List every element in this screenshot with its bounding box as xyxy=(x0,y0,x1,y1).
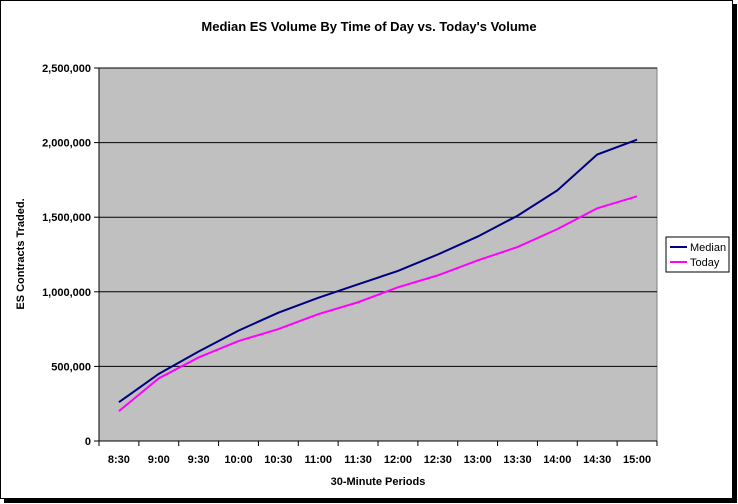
legend: Median Today xyxy=(665,236,730,273)
x-tick-label: 12:30 xyxy=(424,454,452,466)
x-tick-label: 15:00 xyxy=(623,454,651,466)
chart-title: Median ES Volume By Time of Day vs. Toda… xyxy=(201,19,536,34)
x-tick-label: 8:30 xyxy=(108,454,130,466)
y-axis-title: ES Contracts Traded. xyxy=(15,198,27,309)
y-tick-label: 500,000 xyxy=(51,361,91,373)
y-tick-label: 0 xyxy=(85,436,91,448)
x-tick-label: 13:30 xyxy=(503,454,531,466)
x-tick-label: 9:00 xyxy=(148,454,170,466)
series-line-today xyxy=(118,195,638,412)
x-tick-label: 9:30 xyxy=(188,454,210,466)
x-tick-label: 12:00 xyxy=(384,454,412,466)
plot-area xyxy=(98,67,658,442)
y-tick-label: 1,500,000 xyxy=(42,212,91,224)
x-axis-title: 30-Minute Periods xyxy=(331,476,426,488)
x-tick-label: 14:30 xyxy=(583,454,611,466)
y-tick-label: 2,000,000 xyxy=(42,138,91,150)
x-tick-label: 14:00 xyxy=(543,454,571,466)
legend-box xyxy=(665,236,730,273)
y-tick-label: 1,000,000 xyxy=(42,287,91,299)
legend-label-median: Median xyxy=(690,242,726,254)
legend-label-today: Today xyxy=(690,257,720,269)
x-tick-label: 11:30 xyxy=(344,454,372,466)
x-tick-label: 11:00 xyxy=(304,454,332,466)
y-axis-ticks: 0 500,000 1,000,000 1,500,000 2,000,000 2,500… xyxy=(42,63,99,448)
x-tick-label: 10:00 xyxy=(224,454,252,466)
series-line-median xyxy=(118,138,638,404)
x-tick-label: 10:30 xyxy=(264,454,292,466)
y-tick-label: 2,500,000 xyxy=(42,63,91,75)
x-tick-label: 13:00 xyxy=(464,454,492,466)
gridlines xyxy=(99,67,657,367)
series-lines xyxy=(118,138,638,412)
x-axis-ticks: 8:30 9:00 9:30 10:00 10:30 11:00 11:30 12:00 12:… xyxy=(98,441,658,466)
